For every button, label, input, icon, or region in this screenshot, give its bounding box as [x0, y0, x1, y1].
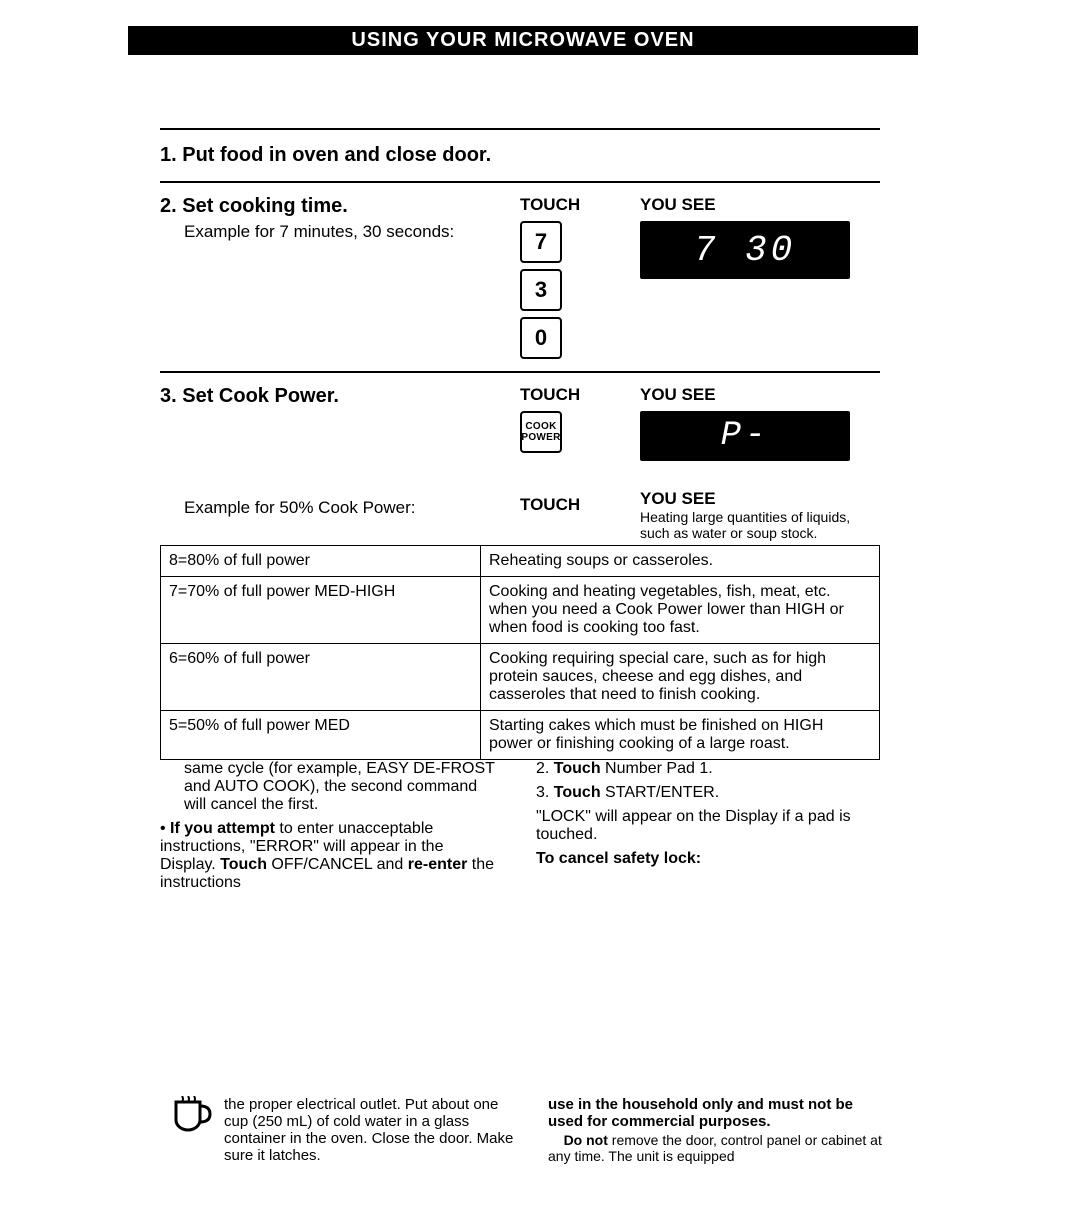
divider [160, 128, 880, 130]
keypad-column: 7 3 0 [520, 221, 640, 359]
fragment-text: Heating large quantities of liquids, suc… [640, 509, 880, 541]
divider [160, 181, 880, 183]
key-label: COOKPOWER [521, 421, 560, 443]
power-cell: 7=70% of full power MED-HIGH [161, 577, 481, 644]
power-level-table: 8=80% of full power Reheating soups or c… [160, 545, 880, 760]
yousee-label: YOU SEE [640, 489, 880, 509]
page-header-bar: USING YOUR MICROWAVE OVEN [128, 26, 918, 55]
keypad-key-7[interactable]: 7 [520, 221, 562, 263]
note-text: 3. Touch START/ENTER. [536, 784, 876, 802]
bottom-left: the proper electrical outlet. Put about … [170, 1096, 520, 1164]
table-row: 7=70% of full power MED-HIGH Cooking and… [161, 577, 880, 644]
bottom-right: use in the household only and must not b… [548, 1096, 888, 1164]
touch-label: TOUCH [520, 195, 640, 215]
usage-cell: Cooking requiring special care, such as … [481, 644, 880, 711]
notes-left: same cycle (for example, EASY DE-FROST a… [160, 760, 500, 892]
bottom-text: the proper electrical outlet. Put about … [224, 1096, 520, 1164]
notes-columns: same cycle (for example, EASY DE-FROST a… [160, 760, 880, 892]
step-1-title: 1. Put food in oven and close door. [160, 144, 880, 167]
power-cell: 6=60% of full power [161, 644, 481, 711]
note-text: • If you attempt to enter unacceptable i… [160, 820, 500, 892]
page-content: 1. Put food in oven and close door. 2. S… [160, 128, 880, 892]
bottom-fragment: the proper electrical outlet. Put about … [170, 1096, 890, 1164]
note-text: 2. Touch Number Pad 1. [536, 760, 876, 778]
bottom-heading: use in the household only and must not b… [548, 1096, 888, 1130]
usage-cell: Starting cakes which must be finished on… [481, 711, 880, 760]
note-heading: To cancel safety lock: [536, 850, 876, 868]
usage-cell: Reheating soups or casseroles. [481, 546, 880, 577]
lcd-display-power: P- [640, 411, 850, 461]
table-row: 5=50% of full power MED Starting cakes w… [161, 711, 880, 760]
cup-icon [170, 1096, 216, 1138]
divider [160, 371, 880, 373]
notes-right: 2. Touch Number Pad 1. 3. Touch START/EN… [536, 760, 876, 892]
usage-cell: Cooking and heating vegetables, fish, me… [481, 577, 880, 644]
keypad-key-cookpower[interactable]: COOKPOWER [520, 411, 562, 453]
touch-label: TOUCH [520, 495, 640, 515]
step-2-row: 2. Set cooking time. Example for 7 minut… [160, 195, 880, 359]
lcd-display-time: 7 30 [640, 221, 850, 279]
note-text: same cycle (for example, EASY DE-FROST a… [184, 760, 500, 814]
keypad-key-0[interactable]: 0 [520, 317, 562, 359]
step-3-title: 3. Set Cook Power. [160, 385, 520, 408]
bottom-text: Do not remove the door, control panel or… [548, 1132, 888, 1164]
touch-label: TOUCH [520, 385, 640, 405]
step-2-title: 2. Set cooking time. [160, 195, 520, 218]
power-cell: 8=80% of full power [161, 546, 481, 577]
yousee-label: YOU SEE [640, 195, 880, 215]
table-row: 8=80% of full power Reheating soups or c… [161, 546, 880, 577]
table-row: 6=60% of full power Cooking requiring sp… [161, 644, 880, 711]
step-2-subtitle: Example for 7 minutes, 30 seconds: [184, 222, 520, 242]
step-3-row: 3. Set Cook Power. Example for 50% Cook … [160, 385, 880, 541]
step-3-subtitle: Example for 50% Cook Power: [184, 498, 416, 518]
power-cell: 5=50% of full power MED [161, 711, 481, 760]
keypad-key-3[interactable]: 3 [520, 269, 562, 311]
note-text: "LOCK" will appear on the Display if a p… [536, 808, 876, 844]
yousee-label: YOU SEE [640, 385, 880, 405]
